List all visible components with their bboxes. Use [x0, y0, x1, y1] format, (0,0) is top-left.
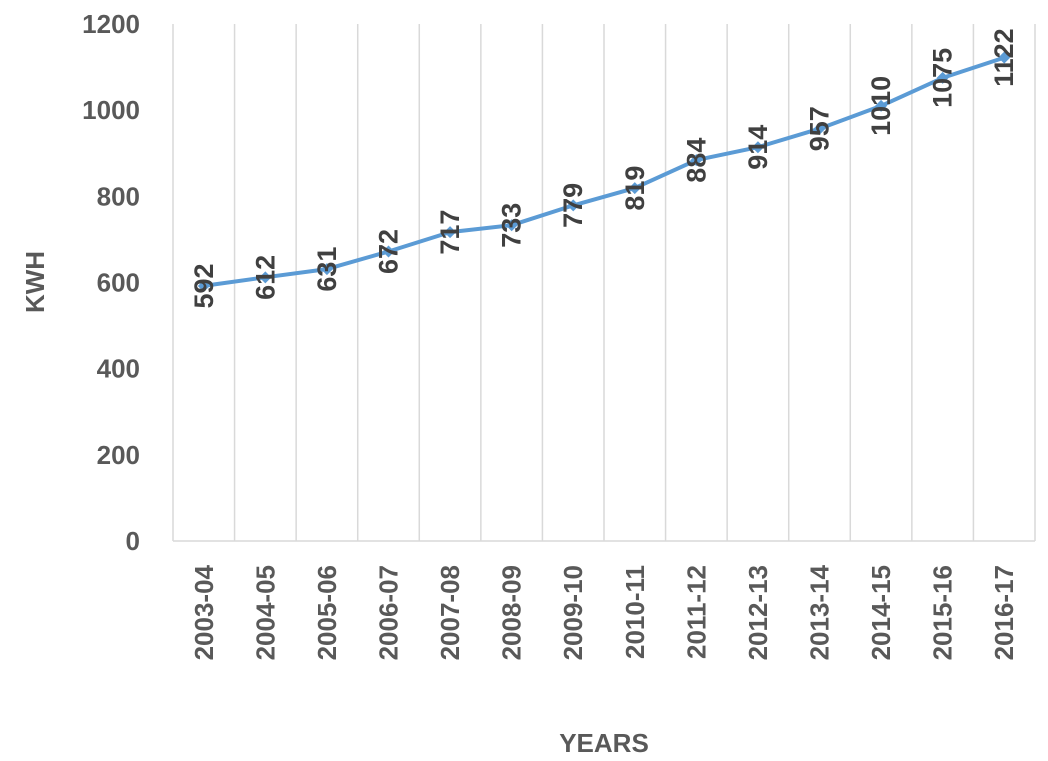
y-tick-label: 600: [97, 268, 140, 298]
data-label: 1075: [928, 48, 958, 108]
x-tick-label: 2016-17: [989, 565, 1019, 660]
vertical-gridlines: [172, 24, 1036, 541]
y-axis-title: KWH: [20, 251, 50, 313]
y-tick-label: 0: [126, 526, 140, 556]
x-axis-tick-labels: 2003-04 2004-05 2005-06 2006-07 2007-08 2008-…: [189, 564, 1019, 660]
data-point-marker: [751, 141, 764, 154]
data-label: 1010: [866, 76, 896, 136]
data-labels: 592 612 631 672 717 733 779 819 884 914 957 1010 107…: [189, 28, 1019, 308]
data-point-marker: [320, 263, 333, 276]
x-tick-label: 2010-11: [620, 565, 650, 659]
data-label: 612: [250, 255, 280, 300]
data-point-markers: [197, 51, 1011, 292]
data-label: 717: [435, 210, 465, 255]
data-point-marker: [567, 199, 580, 212]
y-axis-tick-labels: 0 200 400 600 800 1000 1200: [82, 9, 140, 556]
data-label: 592: [189, 263, 219, 308]
data-label: 733: [497, 203, 527, 248]
data-label: 631: [312, 247, 342, 292]
y-tick-label: 800: [97, 181, 140, 211]
data-point-marker: [998, 51, 1011, 64]
x-axis-title: YEARS: [559, 728, 649, 758]
x-tick-label: 2003-04: [189, 564, 219, 660]
data-point-marker: [813, 122, 826, 135]
data-label: 779: [558, 183, 588, 228]
x-tick-label: 2009-10: [558, 565, 588, 660]
data-point-marker: [259, 271, 272, 284]
data-label: 1122: [989, 28, 1019, 87]
data-point-marker: [628, 182, 641, 195]
y-tick-label: 1000: [82, 95, 140, 125]
x-tick-label: 2012-13: [743, 565, 773, 660]
data-label: 672: [374, 229, 404, 274]
data-point-marker: [197, 279, 210, 292]
x-tick-label: 2006-07: [374, 565, 404, 660]
x-tick-label: 2008-09: [497, 565, 527, 660]
x-tick-label: 2005-06: [312, 565, 342, 660]
x-tick-label: 2004-05: [250, 565, 280, 660]
x-tick-label: 2013-14: [805, 564, 835, 660]
x-tick-label: 2014-15: [866, 565, 896, 660]
data-point-marker: [382, 245, 395, 258]
y-tick-label: 200: [97, 440, 140, 470]
data-label: 957: [805, 106, 835, 151]
data-label: 819: [620, 166, 650, 211]
x-tick-label: 2007-08: [435, 565, 465, 660]
x-tick-label: 2015-16: [928, 565, 958, 660]
x-tick-label: 2011-12: [681, 565, 711, 659]
data-point-marker: [444, 226, 457, 239]
series-line: [201, 55, 1007, 288]
data-point-marker: [690, 154, 703, 167]
data-point-marker: [936, 71, 949, 84]
data-point-marker: [875, 99, 888, 112]
y-tick-label: 1200: [82, 9, 140, 39]
data-label: 914: [743, 125, 773, 170]
y-tick-label: 400: [97, 354, 140, 384]
data-label: 884: [681, 138, 711, 183]
data-point-marker: [505, 219, 518, 232]
